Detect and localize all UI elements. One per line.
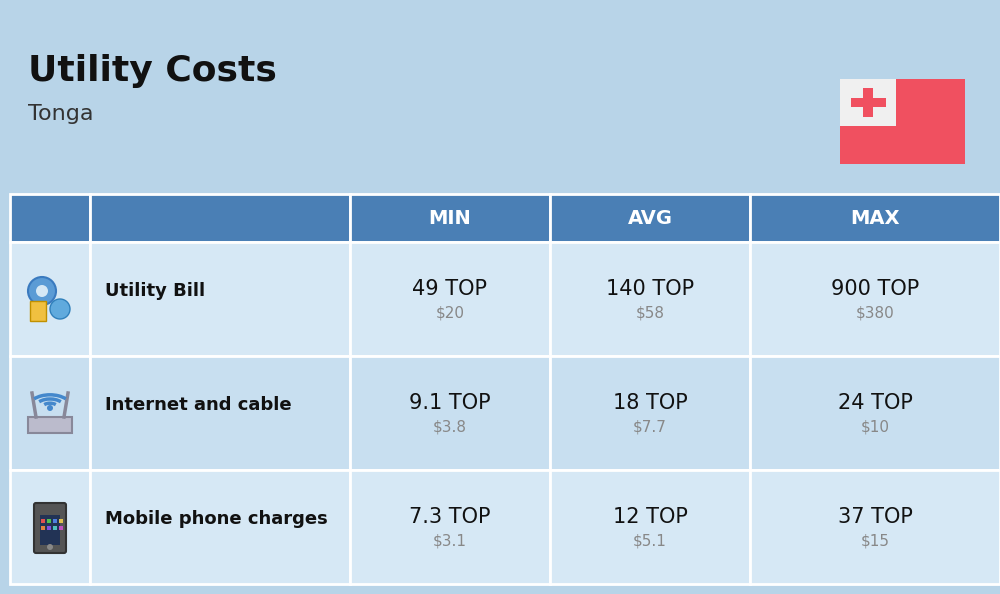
Bar: [10, 356, 90, 470]
Bar: [90, 356, 350, 470]
Bar: [41, 526, 45, 530]
Text: MIN: MIN: [429, 208, 471, 228]
Text: $5.1: $5.1: [633, 533, 667, 548]
Bar: [350, 356, 550, 470]
Bar: [750, 242, 1000, 356]
Bar: [350, 242, 550, 356]
Text: 140 TOP: 140 TOP: [606, 279, 694, 299]
FancyBboxPatch shape: [34, 503, 66, 553]
Text: MAX: MAX: [850, 208, 900, 228]
Text: Internet and cable: Internet and cable: [105, 396, 292, 414]
Text: $380: $380: [856, 305, 894, 321]
Circle shape: [47, 405, 53, 411]
Bar: [550, 194, 750, 242]
Bar: [840, 79, 896, 126]
Text: Tonga: Tonga: [28, 104, 94, 124]
Text: Utility Bill: Utility Bill: [105, 282, 205, 300]
Text: Utility Costs: Utility Costs: [28, 54, 277, 88]
Circle shape: [50, 299, 70, 319]
Text: 24 TOP: 24 TOP: [838, 393, 912, 413]
Bar: [750, 470, 1000, 584]
Text: 9.1 TOP: 9.1 TOP: [409, 393, 491, 413]
Text: 37 TOP: 37 TOP: [838, 507, 912, 527]
Bar: [10, 470, 90, 584]
Bar: [28, 417, 72, 433]
Bar: [851, 98, 886, 106]
Bar: [30, 301, 46, 321]
Bar: [53, 519, 57, 523]
Text: $20: $20: [436, 305, 464, 321]
Text: $3.1: $3.1: [433, 533, 467, 548]
Bar: [350, 470, 550, 584]
Bar: [550, 242, 750, 356]
Bar: [350, 194, 550, 242]
Bar: [47, 519, 51, 523]
Bar: [90, 470, 350, 584]
Circle shape: [28, 277, 56, 305]
Bar: [90, 242, 350, 356]
Text: Mobile phone charges: Mobile phone charges: [105, 510, 328, 528]
Bar: [863, 88, 873, 117]
Bar: [550, 470, 750, 584]
Text: $7.7: $7.7: [633, 419, 667, 434]
Bar: [40, 515, 60, 545]
Bar: [41, 519, 45, 523]
Text: 7.3 TOP: 7.3 TOP: [409, 507, 491, 527]
Text: $3.8: $3.8: [433, 419, 467, 434]
Bar: [750, 356, 1000, 470]
Text: $10: $10: [860, 419, 890, 434]
Text: $58: $58: [636, 305, 664, 321]
Text: 49 TOP: 49 TOP: [413, 279, 488, 299]
Bar: [59, 526, 63, 530]
Bar: [59, 519, 63, 523]
Text: 900 TOP: 900 TOP: [831, 279, 919, 299]
Bar: [90, 194, 350, 242]
Circle shape: [47, 544, 53, 550]
Bar: [750, 194, 1000, 242]
Text: $15: $15: [860, 533, 890, 548]
Text: AVG: AVG: [628, 208, 672, 228]
Bar: [47, 526, 51, 530]
Text: 12 TOP: 12 TOP: [613, 507, 687, 527]
Text: 18 TOP: 18 TOP: [613, 393, 687, 413]
Bar: [53, 526, 57, 530]
Bar: [840, 79, 965, 164]
Bar: [10, 242, 90, 356]
Bar: [550, 356, 750, 470]
Circle shape: [36, 285, 48, 297]
Bar: [10, 194, 90, 242]
